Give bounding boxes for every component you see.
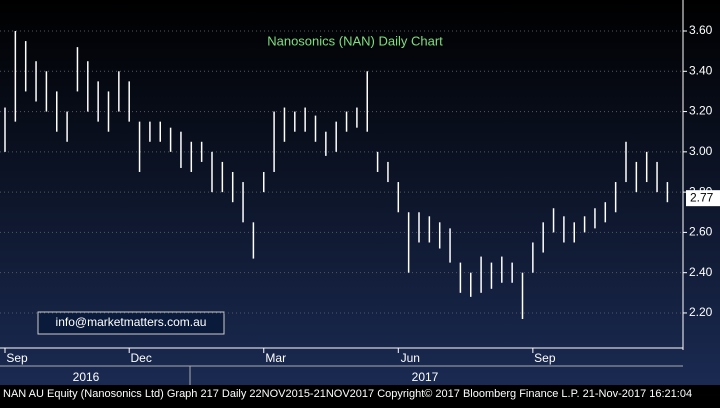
y-tick-label: 3.20 bbox=[689, 104, 713, 118]
y-tick-label: 3.60 bbox=[689, 23, 713, 37]
year-label: 2017 bbox=[412, 370, 439, 384]
watermark-box bbox=[37, 311, 225, 335]
chart-title: Nanosonics (NAN) Daily Chart bbox=[267, 33, 443, 48]
y-tick-label: 2.40 bbox=[689, 265, 713, 279]
x-tick-label: Sep bbox=[6, 351, 28, 365]
year-label: 2016 bbox=[73, 370, 100, 384]
y-tick-label: 2.20 bbox=[689, 305, 713, 319]
x-tick-label: Mar bbox=[265, 351, 286, 365]
y-tick-label: 3.00 bbox=[689, 144, 713, 158]
last-value-box bbox=[686, 190, 720, 207]
x-tick-label: Sep bbox=[534, 351, 556, 365]
x-tick-label: Jun bbox=[401, 351, 420, 365]
y-tick-label: 3.40 bbox=[689, 63, 713, 77]
y-tick-label: 2.60 bbox=[689, 225, 713, 239]
footer-bar bbox=[0, 385, 720, 403]
last-value-label: 2.77 bbox=[690, 190, 714, 204]
x-tick-label: Dec bbox=[131, 351, 152, 365]
footer: NAN AU Equity (Nanosonics Ltd) Graph 217… bbox=[3, 388, 692, 400]
watermark: info@marketmatters.com.au bbox=[56, 315, 207, 329]
